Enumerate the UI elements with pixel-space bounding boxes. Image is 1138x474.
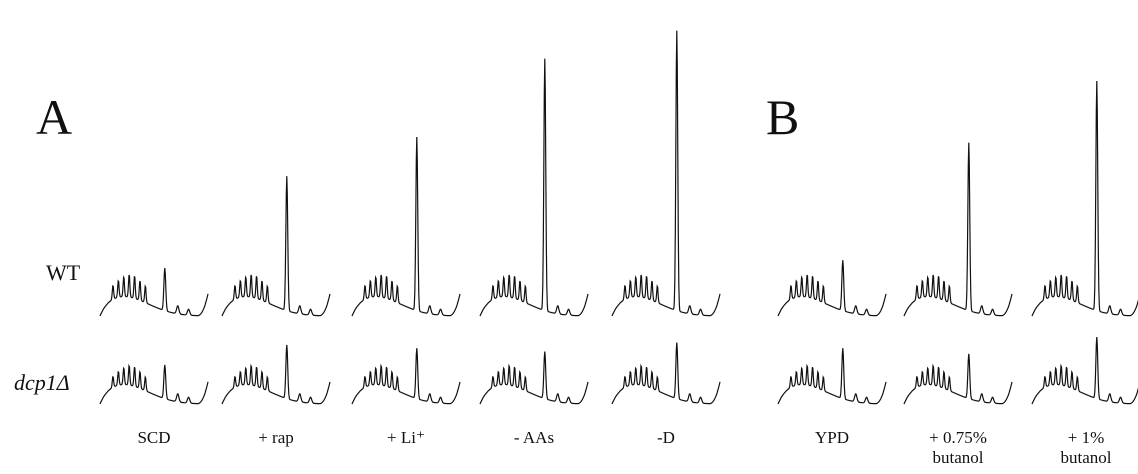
condition-label-line1: YPD xyxy=(814,428,849,447)
profile-wt-1 xyxy=(221,176,331,317)
profile-mutant-5 xyxy=(777,348,887,405)
condition-label-5: YPD xyxy=(772,428,892,448)
condition-label-2: + Li⁺ xyxy=(346,428,466,448)
condition-label-3: - AAs xyxy=(474,428,594,448)
condition-label-0: SCD xyxy=(94,428,214,448)
condition-label-line1: + rap xyxy=(258,428,294,447)
condition-label-line1: + Li⁺ xyxy=(387,428,425,447)
condition-label-line2: butanol xyxy=(1060,448,1112,467)
profile-wt-0 xyxy=(99,268,209,317)
profile-mutant-1 xyxy=(221,344,331,405)
profile-mutant-0 xyxy=(99,363,209,405)
profile-wt-6 xyxy=(903,142,1013,317)
panel-b-label: B xyxy=(766,89,800,145)
condition-label-line1: SCD xyxy=(137,428,171,447)
row-label-wt: WT xyxy=(46,260,81,285)
condition-label-6: + 0.75% butanol xyxy=(898,428,1018,468)
profile-mutant-2 xyxy=(351,348,461,405)
profile-mutant-4 xyxy=(611,342,721,405)
condition-label-4: -D xyxy=(606,428,726,448)
condition-label-line2: butanol xyxy=(932,448,984,467)
condition-label-line1: + 1% xyxy=(1067,428,1105,447)
profile-wt-5 xyxy=(777,260,887,317)
profile-wt-2 xyxy=(351,136,461,317)
panel-a-label: A xyxy=(36,89,73,145)
condition-label-line1: -D xyxy=(657,428,675,447)
condition-label-1: + rap xyxy=(216,428,336,448)
profile-wt-4 xyxy=(611,30,721,317)
condition-label-line1: - AAs xyxy=(513,428,555,447)
profile-mutant-3 xyxy=(479,351,589,405)
profile-wt-7 xyxy=(1031,80,1138,317)
row-label-mutant: dcp1Δ xyxy=(14,370,70,395)
profile-mutant-7 xyxy=(1031,336,1138,405)
profile-wt-3 xyxy=(479,58,589,317)
profile-mutant-6 xyxy=(903,353,1013,405)
condition-label-7: + 1% butanol xyxy=(1026,428,1138,468)
condition-label-line1: + 0.75% xyxy=(929,428,987,447)
